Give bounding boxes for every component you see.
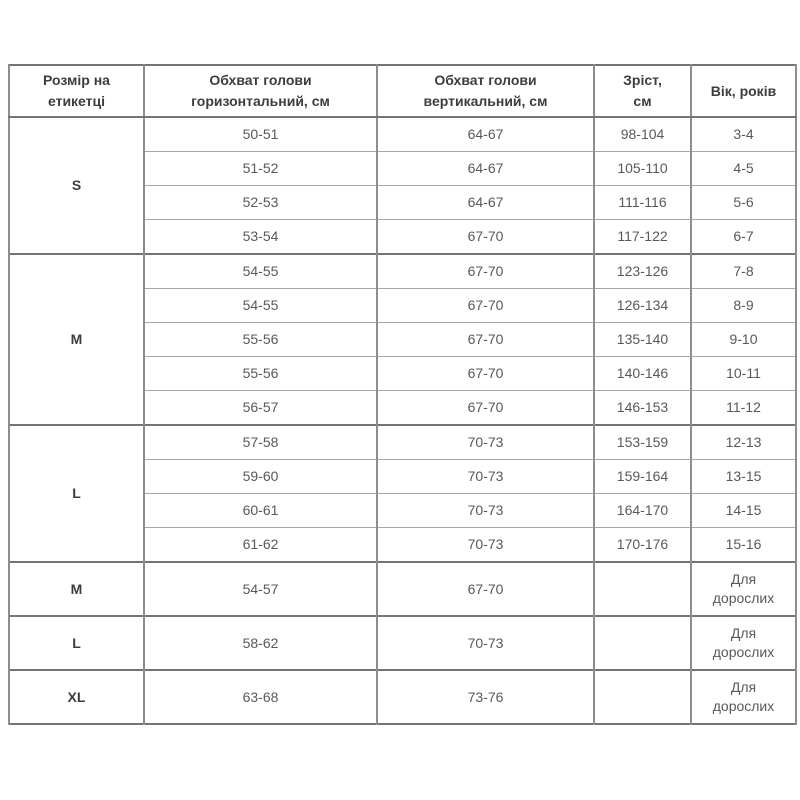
table-cell: 7-8	[690, 253, 797, 289]
table-row: 55-56 67-70 135-140 9-10	[9, 322, 797, 357]
table-cell: 67-70	[376, 253, 595, 289]
table-cell: 63-68	[143, 669, 378, 725]
header-head-vertical: Обхват голови вертикальний, см	[376, 64, 595, 118]
header-height: Зріст, см	[593, 64, 692, 118]
table-row: 52-53 64-67 111-116 5-6	[9, 185, 797, 220]
table-row: 56-57 67-70 146-153 11-12	[9, 390, 797, 426]
table-cell: 64-67	[376, 151, 595, 186]
table-cell: 70-73	[376, 424, 595, 460]
header-size-label: Розмір на етикетці	[8, 64, 145, 118]
table-row: 59-60 70-73 159-164 13-15	[9, 459, 797, 494]
table-cell: 56-57	[143, 390, 378, 426]
table-cell: 61-62	[143, 527, 378, 563]
table-row: 53-54 67-70 117-122 6-7	[9, 219, 797, 255]
table-cell: 53-54	[143, 219, 378, 255]
table-cell: 117-122	[593, 219, 692, 255]
table-row: 54-55 67-70 126-134 8-9	[9, 288, 797, 323]
table-cell: 111-116	[593, 185, 692, 220]
table-cell: 170-176	[593, 527, 692, 563]
header-age: Вік, років	[690, 64, 797, 118]
table-cell: 67-70	[376, 390, 595, 426]
table-cell: 5-6	[690, 185, 797, 220]
table-cell: 67-70	[376, 322, 595, 357]
table-row: S 50-51 64-67 98-104 3-4	[8, 116, 797, 255]
table-cell: 70-73	[376, 459, 595, 494]
table-cell: 51-52	[143, 151, 378, 186]
table-cell: Для дорослих	[690, 669, 797, 725]
table-cell: 67-70	[376, 288, 595, 323]
table-cell	[593, 561, 692, 617]
table-cell: 15-16	[690, 527, 797, 563]
table-row: 60-61 70-73 164-170 14-15	[9, 493, 797, 528]
table-cell: 60-61	[143, 493, 378, 528]
table-cell: 153-159	[593, 424, 692, 460]
table-cell: 54-55	[143, 288, 378, 323]
header-row: Розмір на етикетці Обхват голови горизон…	[8, 64, 797, 118]
table-row: 55-56 67-70 140-146 10-11	[9, 356, 797, 391]
table-cell: 55-56	[143, 356, 378, 391]
table-cell: 67-70	[376, 561, 595, 617]
size-cell-m: M	[8, 253, 145, 426]
table-row: L 58-62 70-73 Для дорослих	[8, 615, 797, 671]
table-cell: 58-62	[143, 615, 378, 671]
table-cell: 70-73	[376, 493, 595, 528]
table-cell: 57-58	[143, 424, 378, 460]
table-cell: 64-67	[376, 185, 595, 220]
table-cell: 146-153	[593, 390, 692, 426]
table-cell: 164-170	[593, 493, 692, 528]
table-row: M 54-57 67-70 Для дорослих	[8, 561, 797, 617]
table-cell: 54-55	[143, 253, 378, 289]
table-cell: 10-11	[690, 356, 797, 391]
table-cell: 105-110	[593, 151, 692, 186]
table-cell: 98-104	[593, 116, 692, 152]
table-cell: 52-53	[143, 185, 378, 220]
table-cell: 64-67	[376, 116, 595, 152]
table-row: L 57-58 70-73 153-159 12-13	[8, 424, 797, 563]
size-cell-l: L	[8, 424, 145, 563]
table-cell: 8-9	[690, 288, 797, 323]
table-cell	[593, 615, 692, 671]
table-cell: 67-70	[376, 219, 595, 255]
size-table: Розмір на етикетці Обхват голови горизон…	[8, 64, 797, 725]
table-cell: 67-70	[376, 356, 595, 391]
table-cell: 126-134	[593, 288, 692, 323]
table-cell: 55-56	[143, 322, 378, 357]
table-row: 51-52 64-67 105-110 4-5	[9, 151, 797, 186]
table-cell: 50-51	[143, 116, 378, 152]
table-cell: 135-140	[593, 322, 692, 357]
table-cell: 4-5	[690, 151, 797, 186]
table-row: M 54-55 67-70 123-126 7-8	[8, 253, 797, 426]
table-cell: 73-76	[376, 669, 595, 725]
size-cell-m-adult: M	[8, 561, 145, 617]
table-cell: 12-13	[690, 424, 797, 460]
size-cell-l-adult: L	[8, 615, 145, 671]
table-cell: 70-73	[376, 615, 595, 671]
table-cell: 123-126	[593, 253, 692, 289]
table-cell: 140-146	[593, 356, 692, 391]
header-head-horizontal: Обхват голови горизонтальний, см	[143, 64, 378, 118]
table-cell: 54-57	[143, 561, 378, 617]
table-cell: 6-7	[690, 219, 797, 255]
size-chart-container: Розмір на етикетці Обхват голови горизон…	[8, 64, 797, 725]
size-cell-s: S	[8, 116, 145, 255]
table-cell: Для дорослих	[690, 561, 797, 617]
table-cell: 3-4	[690, 116, 797, 152]
size-cell-xl-adult: XL	[8, 669, 145, 725]
table-cell: Для дорослих	[690, 615, 797, 671]
table-row: XL 63-68 73-76 Для дорослих	[8, 669, 797, 725]
table-cell: 59-60	[143, 459, 378, 494]
table-cell: 9-10	[690, 322, 797, 357]
table-cell: 159-164	[593, 459, 692, 494]
table-cell: 70-73	[376, 527, 595, 563]
table-cell	[593, 669, 692, 725]
table-cell: 14-15	[690, 493, 797, 528]
table-cell: 11-12	[690, 390, 797, 426]
table-cell: 13-15	[690, 459, 797, 494]
